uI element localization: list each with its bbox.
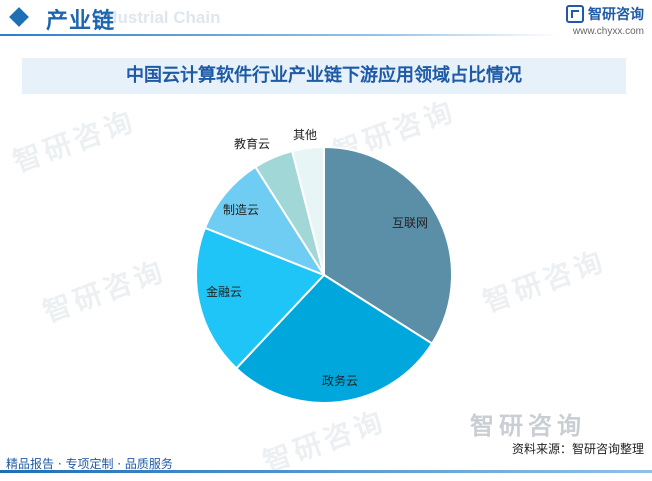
- slice-label: 制造云: [223, 203, 259, 217]
- footer-services: 精品报告 · 专项定制 · 品质服务: [6, 457, 173, 471]
- footer-brand-watermark: 智研咨询: [470, 412, 586, 440]
- footer-divider: [0, 470, 652, 473]
- slice-label: 其他: [293, 128, 317, 142]
- header-subtitle: Industrial Chain: [92, 8, 221, 27]
- header-divider: [0, 34, 560, 36]
- pie-slice: [234, 273, 434, 404]
- brand-url: www.chyxx.com: [572, 26, 644, 37]
- slice-label: 教育云: [234, 136, 270, 151]
- source-note: 资料来源：智研咨询整理: [511, 442, 644, 456]
- slice-label: 政务云: [322, 373, 358, 388]
- pie-slice: [290, 145, 325, 276]
- page-header: Industrial Chain 产业链 智研咨询 www.chyxx.com: [0, 0, 652, 44]
- brand-logo: 智研咨询 www.chyxx.com: [566, 4, 644, 37]
- brand-name: 智研咨询: [588, 7, 644, 23]
- chart-title: 中国云计算软件行业产业链下游应用领域占比情况: [126, 65, 522, 86]
- header-title: 产业链: [46, 9, 116, 34]
- chart-title-band: 中国云计算软件行业产业链下游应用领域占比情况: [22, 58, 626, 94]
- slice-label: 互联网: [392, 216, 428, 230]
- brand-logo-icon: [566, 5, 584, 23]
- pie-slice: [203, 165, 327, 278]
- slice-label: 金融云: [206, 284, 242, 299]
